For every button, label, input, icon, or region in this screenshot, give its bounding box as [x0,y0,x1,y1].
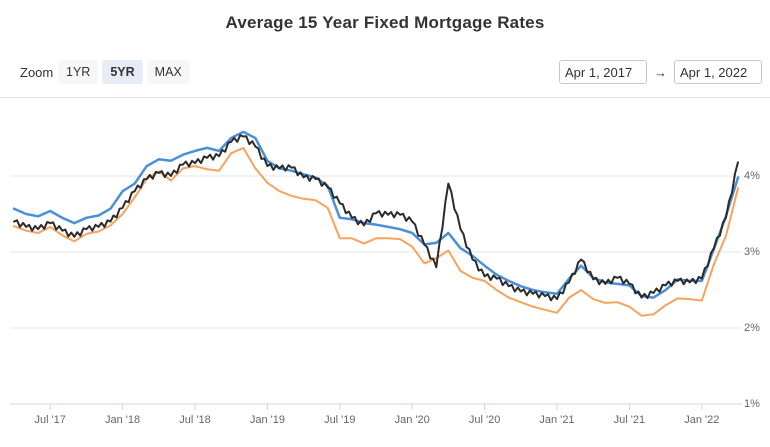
arrow-right-icon: → [654,64,667,80]
zoom-button-1yr[interactable]: 1YR [58,60,99,84]
range-selector-toolbar: Zoom 1YR 5YR MAX → [0,60,770,86]
chart-plot-area[interactable]: 1% 2% 3% 4% Jul '17 Jan '18 Jul '18 Jan '19 Jul … [0,100,770,447]
chart-svg: 1% 2% 3% 4% Jul '17 Jan '18 Jul '18 Jan '19 Jul … [10,130,760,426]
series-orange-line [13,146,739,317]
x-axis-label: Jan '20 [395,414,430,426]
toolbar-divider [0,97,770,98]
zoom-button-5yr[interactable]: 5YR [102,60,143,84]
y-axis-label: 1% [744,398,760,410]
date-to-input[interactable] [674,60,762,84]
date-from-input[interactable] [559,60,647,84]
zoom-button-max[interactable]: MAX [146,60,190,84]
x-axis-label: Jan '19 [250,414,285,426]
series-blue-line [12,130,740,299]
y-axis-label: 3% [744,246,760,258]
x-axis-label: Jan '21 [539,414,574,426]
date-range-inputs: → [559,60,762,84]
x-axis-label: Jan '22 [684,414,719,426]
zoom-label: Zoom [20,65,54,80]
x-axis-label: Jul '20 [469,414,500,426]
y-axis-label: 4% [744,170,760,182]
x-axis-label: Jul '17 [34,414,65,426]
x-axis-label: Jul '19 [324,414,355,426]
series-black-line [13,134,739,302]
chart-title: Average 15 Year Fixed Mortgage Rates [225,13,545,32]
x-axis-label: Jan '18 [105,414,140,426]
x-axis-label: Jul '18 [179,414,210,426]
y-axis-label: 2% [744,322,760,334]
x-axis-label: Jul '21 [614,414,645,426]
zoom-button-group: 1YR 5YR MAX [58,60,190,84]
